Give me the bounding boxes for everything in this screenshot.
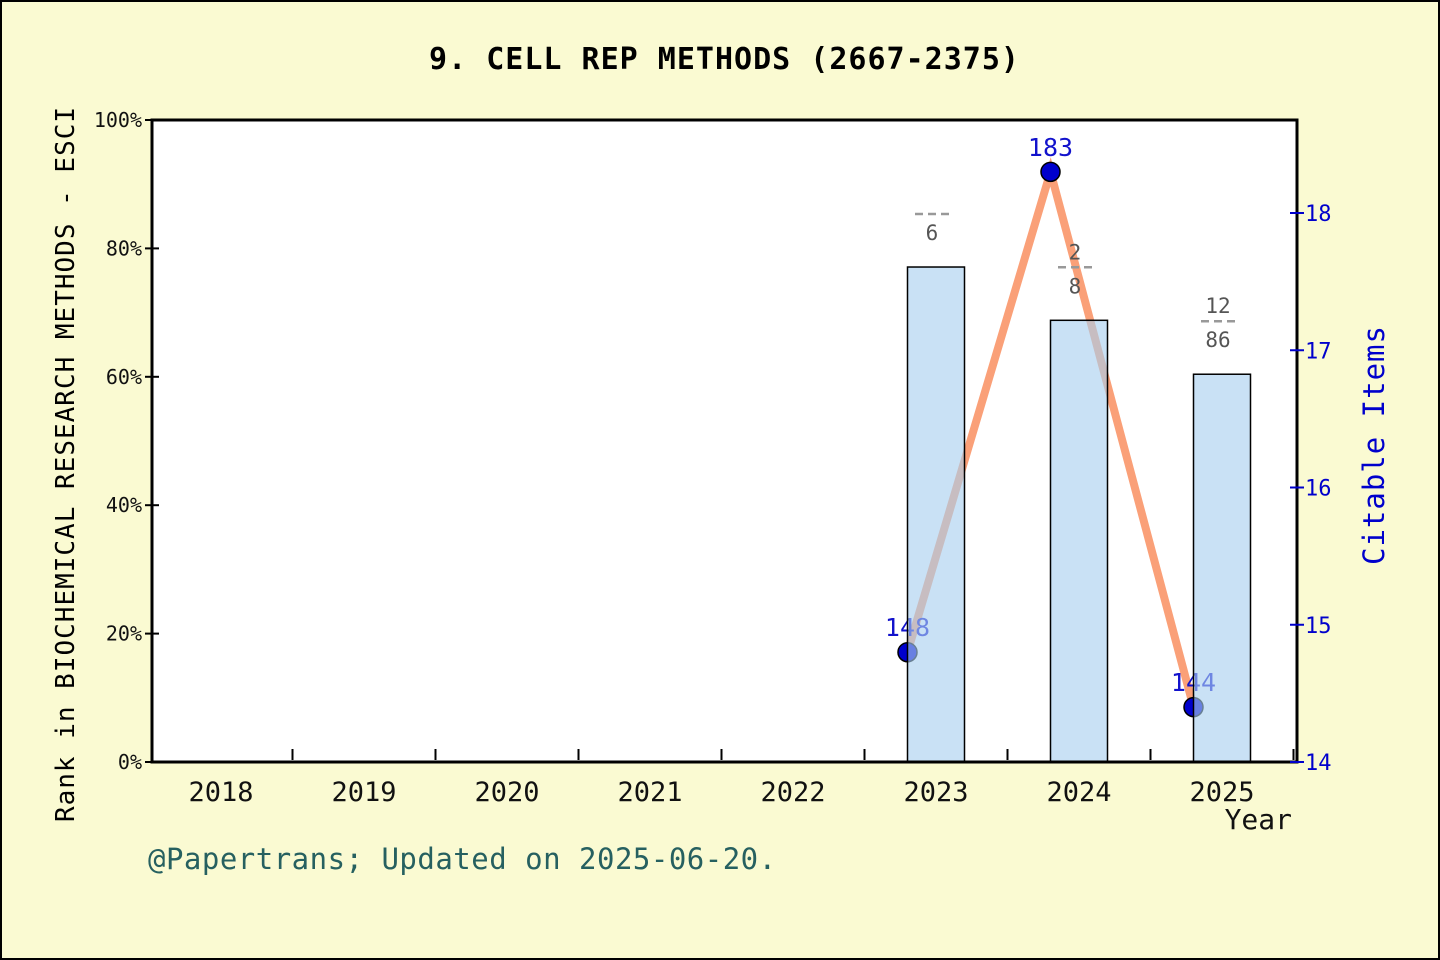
x-tick-label-2021: 2021 [617,777,682,808]
y-left-tick-label: 60% [106,365,142,389]
x-tick-label-2023: 2023 [903,777,968,808]
x-tick-label-2025: 2025 [1189,777,1254,808]
plot-border [150,118,1299,764]
data-point-label-2024: 183 [1028,133,1073,162]
y-left-tick-label: 40% [106,493,142,517]
x-axis-label: Year [1225,803,1292,836]
x-tick-label-2022: 2022 [760,777,825,808]
y-right-tick-label: 14 [1305,751,1332,776]
x-tick-label-2018: 2018 [188,777,253,808]
chart-title: 9. CELL REP METHODS (2667-2375) [429,42,1020,77]
x-tick-label-2020: 2020 [474,777,539,808]
fraction-denominator-2025: 86 [1205,328,1230,352]
y-left-tick-label: 0% [118,750,142,774]
fraction-denominator-2023: 6 [926,221,939,245]
rank-bar-2025 [1192,373,1252,763]
rank-bar-2023 [906,266,966,763]
y-left-tick-label: 80% [106,236,142,260]
y-right-tick-label: 16 [1305,477,1332,502]
rank-bar-2024 [1049,319,1109,763]
y-left-tick-label: 100% [94,108,142,132]
y-right-tick-label: 17 [1305,339,1332,364]
footer-credit: @Papertrans; Updated on 2025-06-20. [148,842,777,876]
x-tick-label-2019: 2019 [331,777,396,808]
fraction-numerator-2024: 2 [1069,240,1082,264]
x-tick-label-2024: 2024 [1046,777,1111,808]
fraction-denominator-2024: 8 [1069,274,1082,298]
y-right-tick-label: 18 [1305,202,1332,227]
y-right-tick-label: 15 [1305,614,1332,639]
data-point-2024 [1040,161,1061,183]
y-left-tick-label: 20% [106,622,142,646]
fraction-numerator-2025: 12 [1205,294,1230,318]
